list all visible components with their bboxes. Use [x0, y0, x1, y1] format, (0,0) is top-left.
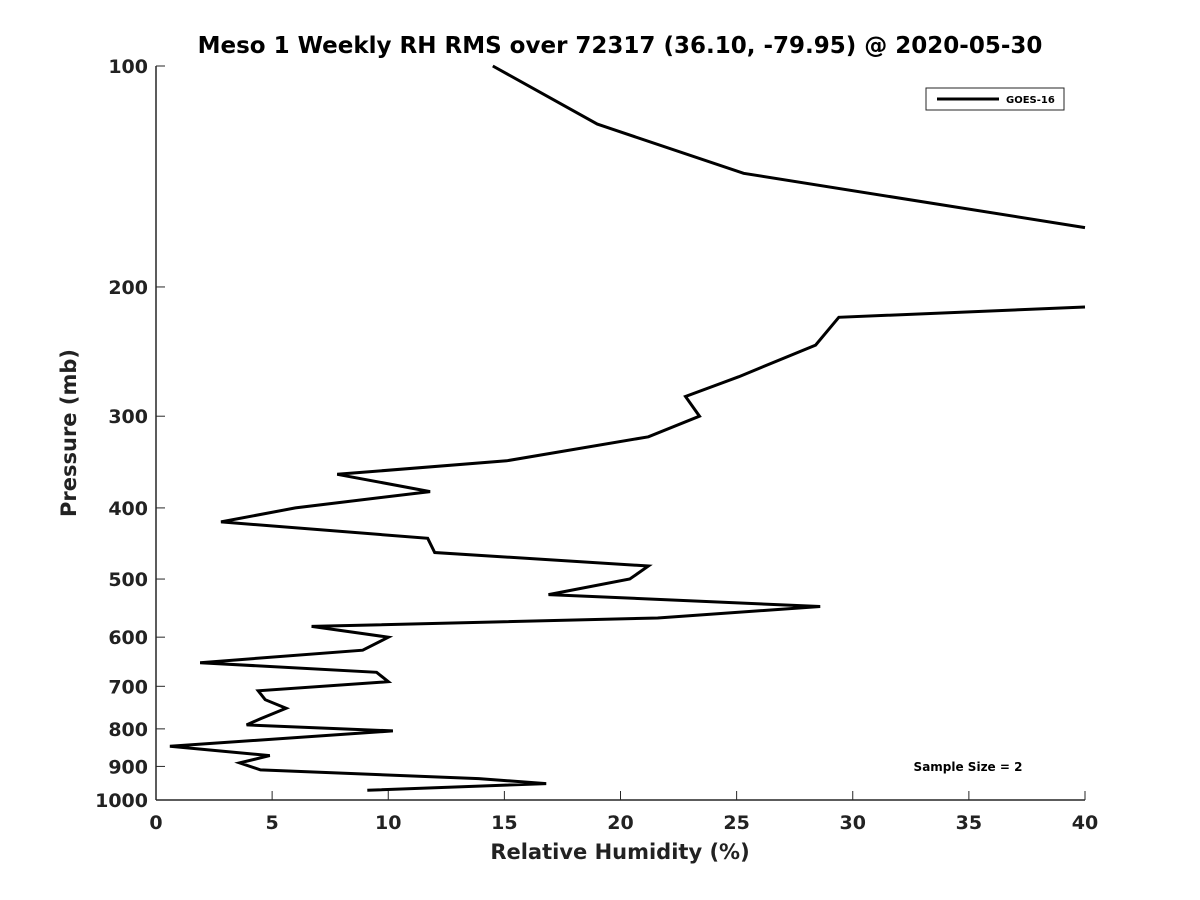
y-axis-ticks: 100 200 300 400 500 600 700 800 900 1000 — [95, 56, 165, 812]
y-tick-label: 800 — [108, 719, 148, 741]
y-tick-label: 100 — [108, 56, 148, 78]
y-axis-label: Pressure (mb) — [57, 349, 81, 517]
y-tick-label: 600 — [108, 627, 148, 649]
x-tick-label: 25 — [723, 812, 749, 834]
y-tick-label: 200 — [108, 277, 148, 299]
x-axis-label: Relative Humidity (%) — [490, 840, 749, 864]
y-tick-label: 300 — [108, 406, 148, 428]
series-layer — [169, 64, 1086, 792]
legend-label-goes-16: GOES-16 — [1006, 95, 1055, 106]
chart-title: Meso 1 Weekly RH RMS over 72317 (36.10, … — [198, 33, 1043, 59]
x-tick-label: 40 — [1072, 812, 1098, 834]
x-tick-label: 30 — [840, 812, 866, 834]
x-tick-label: 5 — [266, 812, 279, 834]
y-tick-label: 400 — [108, 498, 148, 520]
x-tick-label: 10 — [375, 812, 401, 834]
plot-area — [155, 66, 1085, 801]
series-line-goes-16-segment-1 — [492, 64, 1086, 230]
series-line-goes-16-segment-2 — [169, 305, 1086, 792]
x-tick-label: 0 — [149, 812, 162, 834]
y-tick-label: 900 — [108, 756, 148, 778]
y-tick-label: 1000 — [95, 790, 148, 812]
legend: GOES-16 — [925, 87, 1065, 111]
y-tick-label: 500 — [108, 569, 148, 591]
y-tick-label: 700 — [108, 676, 148, 698]
sample-size-annotation: Sample Size = 2 — [914, 760, 1023, 774]
x-axis-ticks: 0 5 10 15 20 25 30 35 40 — [149, 791, 1098, 834]
x-tick-label: 35 — [956, 812, 982, 834]
x-tick-label: 20 — [607, 812, 633, 834]
x-tick-label: 15 — [491, 812, 517, 834]
